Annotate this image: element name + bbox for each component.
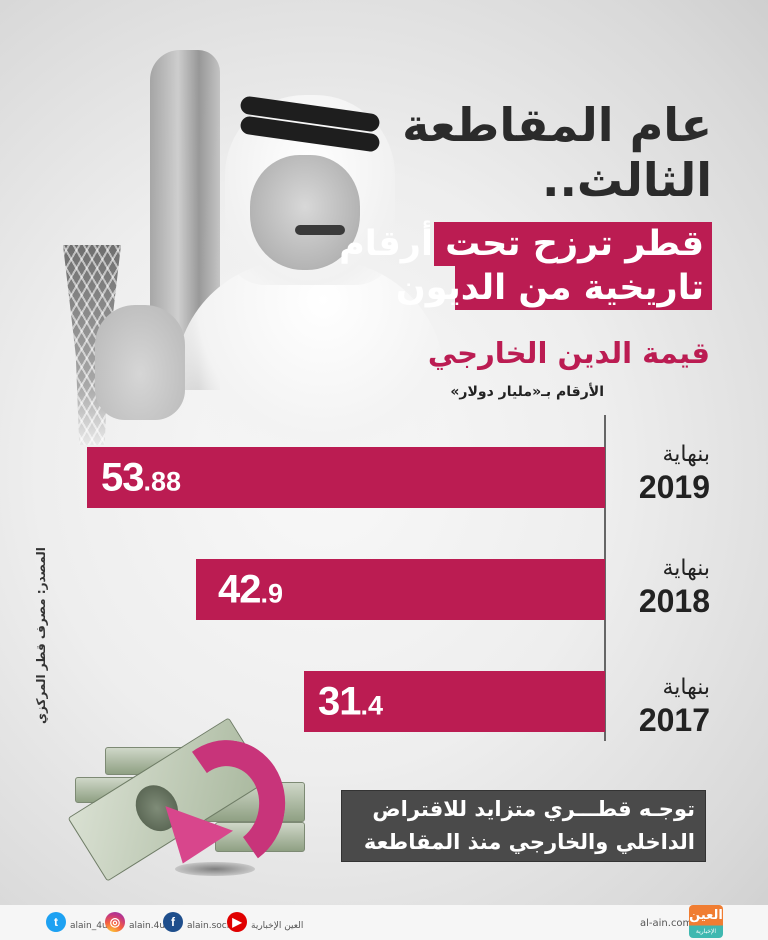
year-number: 2017 [638,702,710,738]
cash-stack-image [215,822,305,852]
summary-note: توجـه قطـــري متزايد للاقتراض الداخلي وا… [341,790,706,862]
social-handle: alain_4u [70,921,108,931]
facebook-icon: f [163,912,183,932]
social-facebook[interactable]: f alain.social [163,911,237,933]
bar-2019: 53.88 [87,447,605,508]
year-number: 2018 [638,583,710,619]
year-label-2019: بنهاية 2019 [620,441,710,505]
year-label-2017: بنهاية 2017 [620,674,710,738]
headline-line-1: عام المقاطعة [402,98,712,152]
summary-note-line-2: الداخلي والخارجي منذ المقاطعة [363,830,695,854]
social-handle: العين الإخبارية [251,921,304,931]
headline-line-2: الثالث.. [541,153,712,207]
twitter-icon: t [46,912,66,932]
year-prefix: بنهاية [662,556,710,581]
bar-value-2017: 31.4 [318,679,384,723]
raised-hand-image [95,305,185,420]
instagram-icon: ◎ [105,912,125,932]
bar-value-2018: 42.9 [218,567,284,611]
year-number: 2019 [638,469,710,505]
chart-axis-line [604,415,606,741]
source-note: المصدر: مصرف قطر المركزي [34,547,48,725]
footer: t alain_4u ◎ alain.4u f alain.social ▶ ا… [0,905,768,940]
summary-note-line-1: توجـه قطـــري متزايد للاقتراض [372,797,695,821]
social-instagram[interactable]: ◎ alain.4u [105,911,165,933]
emir-photo-collage [55,40,445,460]
year-prefix: بنهاية [662,442,710,467]
moustache-image [295,225,345,235]
logo-sub-text: الإخبارية [695,928,717,935]
bar-2018: 42.9 [196,559,605,620]
social-twitter[interactable]: t alain_4u [46,911,108,933]
arrow-shadow [175,862,255,876]
infographic-canvas: عام المقاطعة الثالث.. قطر ترزح تحت أرقام… [34,40,712,882]
social-handle: alain.4u [129,921,166,931]
face-image [250,155,360,270]
year-label-2018: بنهاية 2018 [620,555,710,619]
bar-2017: 31.4 [304,671,605,732]
logo-main-text: العين [689,908,723,923]
subheadline-line-2: تاريخية من الديون [396,266,712,310]
chart-title: قيمة الدين الخارجي [427,336,710,370]
site-link[interactable]: al-ain.com [640,918,693,929]
social-handle: alain.social [187,921,238,931]
year-prefix: بنهاية [662,675,710,700]
subheadline-line-1: قطر ترزح تحت أرقام [339,222,712,266]
money-arrow-illustration [65,717,315,882]
person-body-image [175,260,445,460]
youtube-icon: ▶ [227,912,247,932]
al-ain-logo: العين الإخبارية [689,905,723,938]
chart-unit-note: الأرقام بـ«مليار دولار» [450,384,604,400]
bar-value-2019: 53.88 [101,455,182,499]
social-youtube[interactable]: ▶ العين الإخبارية [227,911,303,933]
